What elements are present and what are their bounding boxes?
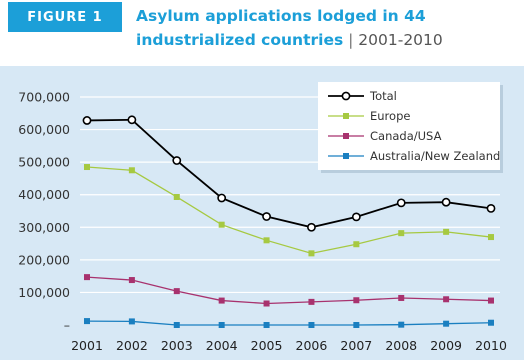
data-point-australia-new-zealand [398,321,405,328]
x-tick-label: 2008 [385,338,417,353]
series-line-australia-new-zealand [86,320,492,326]
data-point-canada-usa [263,300,270,307]
x-tick-label: 2007 [340,338,372,353]
data-point-australia-new-zealand [173,322,180,328]
data-point-total [307,222,316,232]
data-point-europe [443,228,450,235]
x-tick-label: 2009 [430,338,462,353]
data-point-total [217,193,227,203]
data-point-australia-new-zealand [128,318,135,325]
data-point-total [172,156,182,165]
data-point-europe [488,234,494,241]
data-point-europe [218,221,225,228]
data-point-total [486,203,496,213]
data-point-europe [353,241,360,248]
data-point-australia-new-zealand [488,319,494,326]
x-tick-label: 2004 [206,338,238,353]
data-point-canada-usa [84,274,90,281]
figure-label: FIGURE 1 [8,2,122,32]
data-point-australia-new-zealand [263,322,270,328]
data-point-australia-new-zealand [443,320,450,327]
y-tick-label: – [64,318,70,333]
data-point-canada-usa [398,294,405,301]
y-tick-label: 500,000 [18,155,70,170]
x-tick-label: 2006 [296,338,328,353]
title-separator: | [343,31,359,49]
y-tick-label: 400,000 [18,187,70,202]
data-point-australia-new-zealand [84,318,90,325]
legend-label-total: Total [369,89,397,103]
data-point-europe [84,164,90,171]
data-point-canada-usa [488,297,494,304]
chart-title: Asylum applications lodged in 44 industr… [136,4,516,52]
data-point-australia-new-zealand [308,322,315,328]
chart-title-main: Asylum applications lodged in 44 industr… [136,7,426,49]
x-tick-label: 2003 [161,338,193,353]
y-tick-label: 200,000 [18,252,70,267]
legend-label-canada-usa: Canada/USA [370,129,442,143]
data-point-total [396,198,406,208]
data-point-canada-usa [308,298,315,305]
data-point-europe [308,250,315,257]
y-tick-label: 600,000 [18,122,70,137]
x-tick-label: 2001 [71,338,103,353]
y-tick-label: 700,000 [18,90,70,105]
legend-marker-europe [343,113,349,119]
data-point-canada-usa [353,297,360,304]
data-point-canada-usa [173,288,180,295]
data-point-canada-usa [443,296,450,303]
data-point-total [441,197,451,207]
data-point-australia-new-zealand [353,322,360,328]
legend-marker-canada-usa [343,133,349,139]
x-tick-label: 2005 [251,338,283,353]
series-line-europe [86,166,492,255]
data-point-canada-usa [218,297,225,304]
x-tick-label: 2010 [475,338,507,353]
data-point-europe [173,193,180,200]
legend-label-europe: Europe [370,109,410,123]
legend-marker-australia-new-zealand [343,153,349,159]
data-point-total [82,116,92,125]
data-point-europe [398,230,405,237]
x-tick-label: 2002 [116,338,148,353]
data-point-europe [263,237,270,244]
data-point-total [351,212,361,222]
legend-marker-total [341,91,351,101]
data-point-europe [128,167,135,174]
data-point-canada-usa [128,277,135,284]
y-tick-label: 300,000 [18,220,70,235]
data-point-total [262,212,271,221]
series-line-canada-usa [86,276,492,305]
data-point-australia-new-zealand [218,322,225,328]
series-line-total [86,118,492,229]
chart-subtitle: 2001-2010 [358,31,443,49]
data-point-total [127,115,137,125]
y-tick-label: 100,000 [18,285,70,300]
legend-label-australia-new-zealand: Australia/New Zealand [370,149,500,163]
